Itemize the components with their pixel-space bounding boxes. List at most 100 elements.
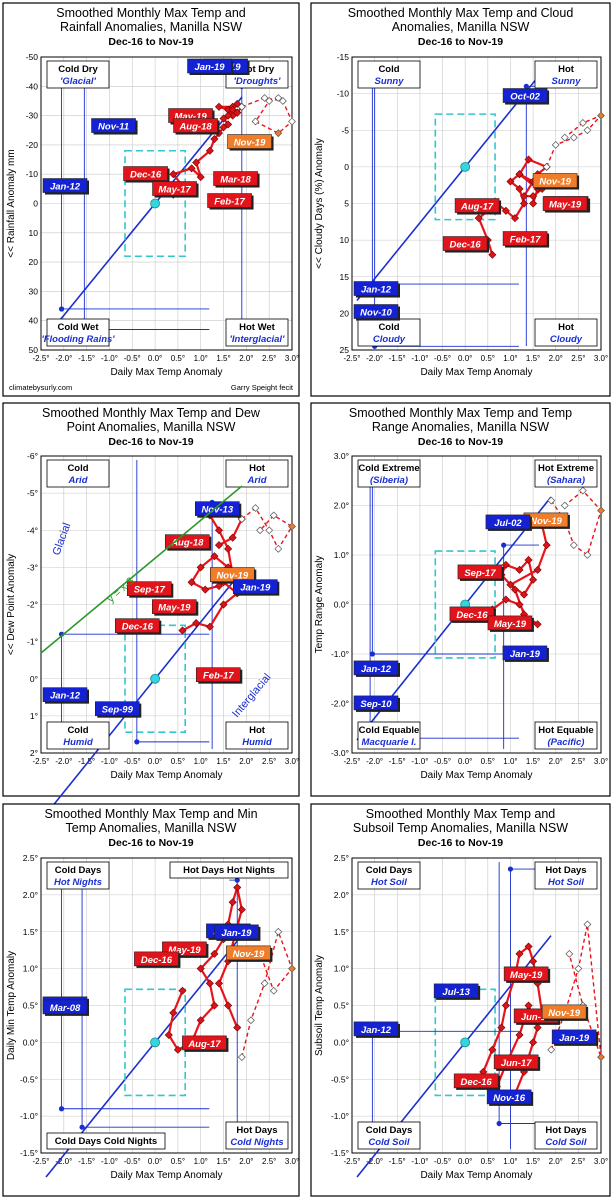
quadrant-label: Cold Equable	[359, 725, 420, 736]
data-point-recent	[583, 920, 592, 929]
y-axis-label: Subsoil Temp Anomaly	[314, 955, 325, 1056]
quadrant-box	[46, 459, 110, 488]
plot-border	[40, 857, 293, 1154]
quadrant-label: Cold Days	[366, 865, 412, 876]
quadrant-label: Hot	[558, 64, 575, 75]
y-tick-label: 10	[340, 235, 350, 245]
callout-label: Nov-19	[539, 177, 571, 188]
y-tick-label: -5°	[27, 488, 38, 498]
data-point	[506, 177, 515, 186]
panel-range: Smoothed Monthly Max Temp and TempRange …	[310, 402, 611, 797]
x-tick-label: -2.5°	[344, 354, 361, 363]
data-point	[210, 1001, 219, 1010]
quadrant-box	[357, 861, 421, 890]
callout-box	[126, 581, 172, 596]
quadrant-sublabel: 'Droughts'	[234, 76, 281, 87]
data-point-recent	[547, 496, 556, 505]
data-point-recent	[269, 986, 278, 995]
data-point-recent	[560, 133, 569, 142]
callout-box	[541, 1004, 587, 1020]
callout-box	[353, 695, 399, 711]
data-point	[210, 552, 219, 561]
y-tick-label: -3°	[27, 562, 38, 572]
y-tick-label: 1°	[30, 711, 38, 721]
data-point	[224, 120, 233, 129]
x-tick-label: -0.5°	[434, 1157, 451, 1166]
data-point-recent	[578, 119, 587, 127]
quadrant-box	[46, 721, 110, 750]
callout-label: Jan-12	[50, 691, 81, 702]
quadrant-label: Hot Days	[236, 1125, 277, 1136]
data-point	[196, 563, 205, 572]
data-point-recent	[256, 526, 264, 535]
data-point	[515, 1030, 524, 1040]
data-point-recent	[542, 162, 551, 171]
y-tick-label: 2.0°	[334, 501, 349, 511]
x-tick-label: -2.0°	[55, 354, 72, 363]
data-point	[192, 619, 201, 628]
callout-label: Jun-17	[501, 1058, 532, 1069]
callout-label: May-19	[494, 619, 527, 630]
callout-box	[94, 701, 140, 716]
y-tick-label: -3.0°	[331, 748, 349, 758]
callout-box	[454, 198, 500, 213]
chart-title: Smoothed Monthly Max Temp and	[56, 6, 246, 20]
y-axis-label: << Dew Point Anomaly	[6, 554, 17, 655]
origin-point	[460, 1037, 471, 1048]
data-point-recent	[288, 117, 296, 126]
chart-subtitle: Dec-16 to Nov-19	[418, 36, 503, 48]
x-tick-label: -1.0°	[411, 354, 428, 363]
y-axis-label: << Rainfall Anomaly mm	[6, 149, 17, 257]
x-tick-label: 3.0°	[594, 757, 608, 766]
panel-cloud: Smoothed Monthly Max Temp and CloudAnoma…	[310, 2, 611, 397]
x-tick-label: 0.0°	[458, 1157, 472, 1166]
record-point	[134, 739, 140, 745]
quadrant-label: Hot Wet	[239, 322, 276, 333]
quadrant-box	[534, 721, 598, 750]
quadrant-box	[357, 318, 421, 347]
callout-box	[226, 945, 271, 961]
x-tick-label: -1.5°	[389, 354, 406, 363]
callout-label: Nov-16	[493, 1093, 525, 1104]
data-point	[205, 146, 214, 155]
data-point	[542, 541, 551, 550]
data-point	[205, 979, 214, 988]
y-tick-label: -2°	[27, 600, 38, 610]
data-point	[506, 580, 515, 589]
reference-line-green	[40, 485, 243, 654]
data-point-recent	[260, 94, 269, 102]
quadrant-label: Hot Equable	[538, 725, 593, 736]
quadrant-box	[225, 459, 289, 488]
data-point	[214, 979, 224, 988]
x-tick-label: 1.5°	[526, 757, 540, 766]
data-point	[497, 1023, 506, 1032]
chart-title: Smoothed Monthly Max Temp and Cloud	[348, 6, 574, 20]
data-point-recent	[551, 141, 560, 149]
callout-label: Nov-10	[360, 308, 392, 319]
x-tick-label: 1.0°	[503, 757, 517, 766]
x-tick-label: 3.0°	[594, 354, 608, 363]
data-point-recent	[278, 97, 287, 105]
data-point-recent	[597, 1053, 605, 1062]
x-tick-label: 1.5°	[216, 1157, 230, 1166]
callout-label: Jul-02	[494, 518, 522, 529]
quadrant-box	[534, 318, 598, 347]
callout-label: Sep-10	[360, 699, 392, 710]
quadrant-label: Cold Wet	[58, 322, 100, 333]
origin-point	[460, 161, 471, 172]
callout-label: Feb-17	[510, 235, 541, 246]
x-tick-label: 0.5°	[171, 757, 185, 766]
y-axis-label: << Cloudy Days (%) Anomaly	[314, 138, 325, 269]
callout-box	[194, 501, 240, 516]
quadrant-sublabel: Sunny	[374, 76, 404, 87]
chart-title: Smoothed Monthly Max Temp and Dew	[42, 406, 261, 420]
callout-label: May-17	[158, 185, 191, 196]
plot-border	[351, 857, 602, 1154]
y-tick-label: 1.5°	[334, 927, 349, 937]
x-tick-label: -1.0°	[101, 757, 118, 766]
data-point	[524, 942, 533, 951]
callout-box	[152, 181, 197, 196]
data-point	[515, 600, 524, 609]
